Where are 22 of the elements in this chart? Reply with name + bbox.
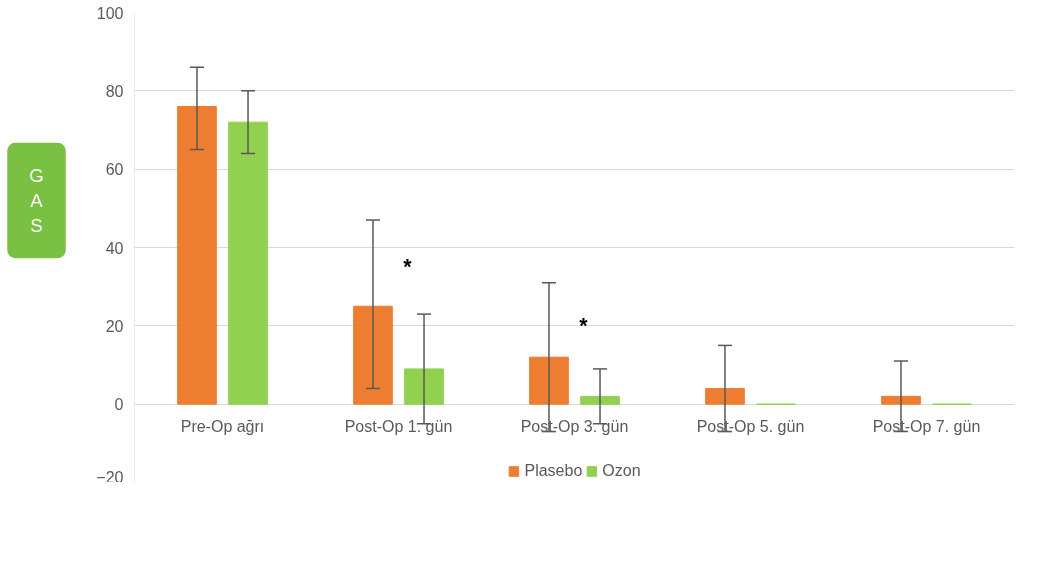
bar — [353, 305, 393, 405]
x-tick-label: Pre-Op ağrı — [180, 418, 265, 436]
y-tick-label: −20 — [96, 468, 124, 486]
y-tick-label: 80 — [105, 82, 124, 100]
y-tick-label: 100 — [96, 4, 124, 22]
bar — [228, 121, 268, 405]
y-axis-title: GAS — [29, 164, 44, 237]
bar — [177, 106, 217, 405]
bar — [881, 395, 921, 405]
bar — [529, 356, 569, 405]
annotation: * — [579, 313, 589, 338]
bar — [705, 388, 745, 405]
y-tick-label: 20 — [105, 317, 124, 335]
y-tick-label: 40 — [105, 239, 124, 257]
bar — [580, 395, 620, 405]
x-tick-label: Post-Op 1. gün — [344, 418, 453, 436]
annotation: * — [403, 255, 413, 280]
legend-label: Plasebo — [524, 462, 583, 480]
y-tick-label: 60 — [105, 161, 124, 179]
y-tick-label: 0 — [114, 396, 124, 414]
bar — [404, 368, 444, 405]
legend-label: Ozon — [602, 462, 641, 480]
